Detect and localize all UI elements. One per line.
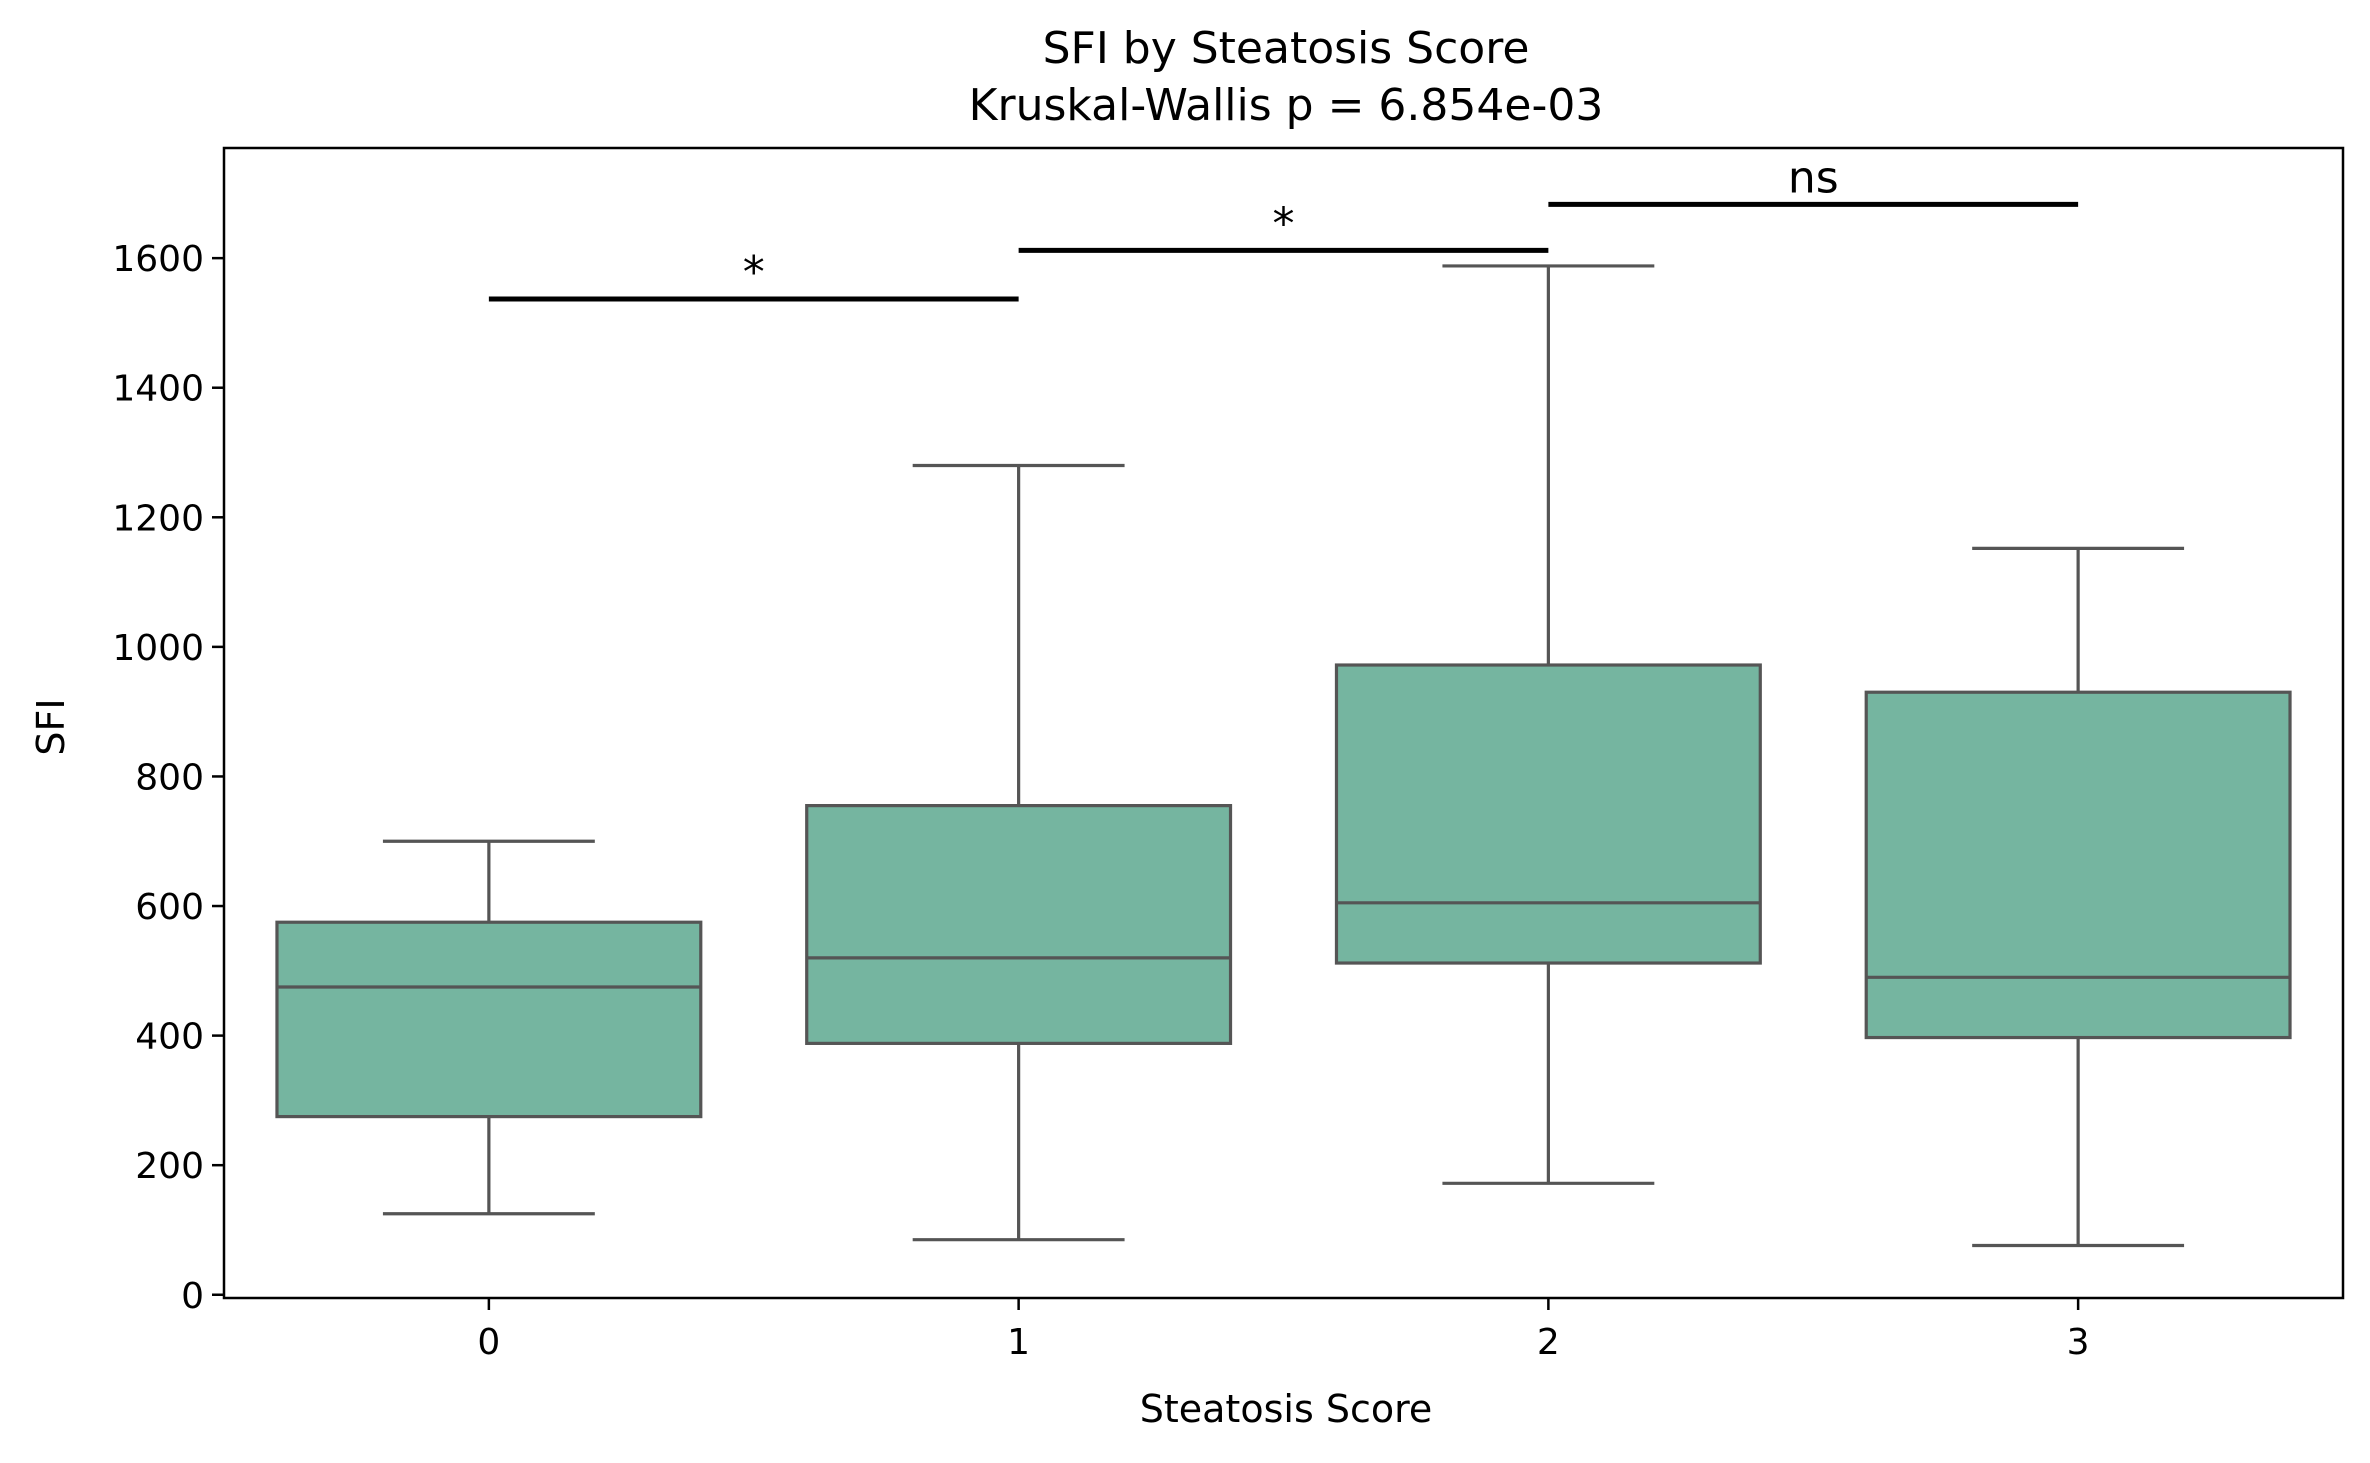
y-tick-label: 600 xyxy=(135,887,204,928)
box-3 xyxy=(1864,690,2292,1040)
x-axis-label: Steatosis Score xyxy=(1140,1387,1433,1431)
box-1 xyxy=(805,804,1233,1045)
x-tick-label: 1 xyxy=(1007,1322,1030,1363)
y-tick-label: 200 xyxy=(135,1146,204,1187)
significance-label: ns xyxy=(1788,152,1839,203)
y-tick-label: 400 xyxy=(135,1017,204,1058)
significance-label: * xyxy=(1273,198,1295,249)
y-axis-label: SFI xyxy=(29,698,73,755)
y-tick-label: 800 xyxy=(135,757,204,798)
y-tick-label: 1400 xyxy=(112,369,204,410)
box-0 xyxy=(275,920,703,1119)
y-tick-label: 0 xyxy=(181,1276,204,1317)
x-tick-label: 0 xyxy=(477,1322,500,1363)
plot-area: * * ns 0 200 400 600 800 1000 1200 1400 1600 0 1 2 3 xyxy=(112,146,2345,1363)
significance-label: * xyxy=(743,247,765,298)
y-tick-label: 1000 xyxy=(112,628,204,669)
y-tick-label: 1200 xyxy=(112,498,204,539)
x-tick-label: 3 xyxy=(2067,1322,2090,1363)
chart-title: SFI by Steatosis Score xyxy=(1043,23,1530,74)
y-tick-label: 1600 xyxy=(112,239,204,280)
plot-frame xyxy=(222,146,2345,1300)
x-tick-label: 2 xyxy=(1537,1322,1560,1363)
chart-subtitle: Kruskal-Wallis p = 6.854e-03 xyxy=(969,80,1604,131)
box-2 xyxy=(1334,663,1762,965)
